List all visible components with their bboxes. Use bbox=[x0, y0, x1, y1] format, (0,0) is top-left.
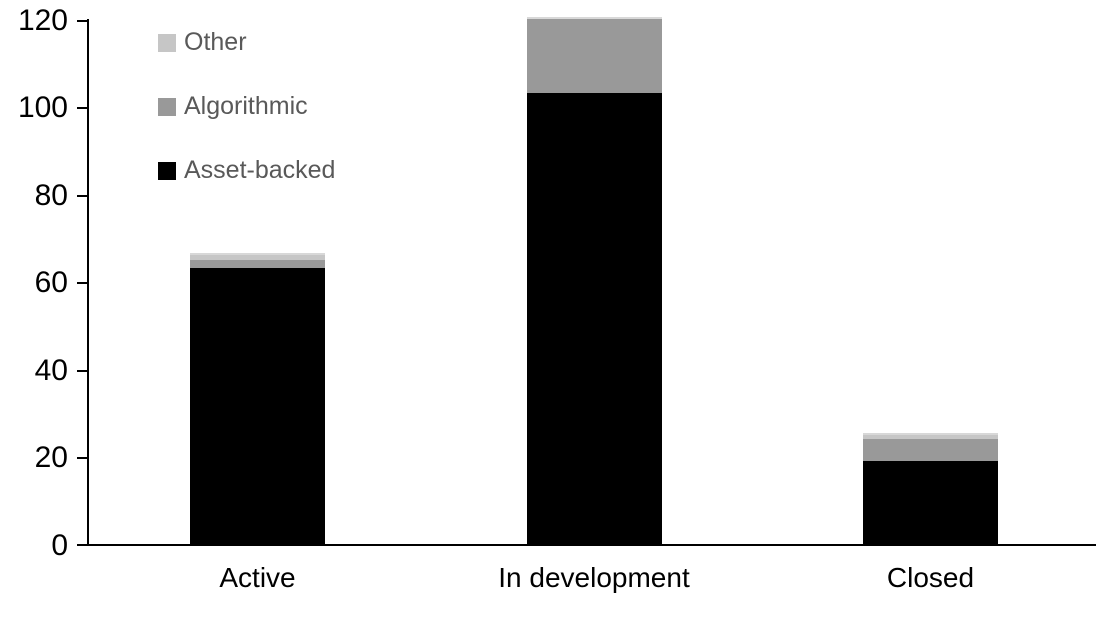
bar-segment-asset-backed bbox=[863, 460, 998, 544]
y-tick-label: 80 bbox=[34, 178, 68, 212]
legend-item-algorithmic: Algorithmic bbox=[158, 92, 308, 121]
bar-segment-other bbox=[190, 255, 325, 260]
category-label-active: Active bbox=[219, 562, 296, 593]
bar-segment-asset-backed bbox=[526, 93, 662, 544]
y-axis-tick bbox=[77, 457, 89, 459]
legend-swatch-asset-backed bbox=[158, 161, 176, 180]
legend-swatch-other bbox=[158, 33, 176, 52]
bar-in-development bbox=[526, 17, 662, 544]
y-axis-tick bbox=[77, 369, 89, 372]
legend-item-asset-backed: Asset-backed bbox=[158, 156, 335, 185]
y-tick-label: 20 bbox=[34, 441, 68, 474]
category-label-in-development: In development bbox=[498, 562, 690, 593]
legend-swatch-algorithmic bbox=[158, 97, 176, 116]
y-tick-label: 60 bbox=[34, 266, 68, 299]
bar-segment-algorithmic bbox=[863, 439, 998, 461]
category-label-closed: Closed bbox=[886, 562, 975, 593]
legend-label: Algorithmic bbox=[184, 92, 308, 120]
legend-label: Asset-backed bbox=[184, 156, 336, 184]
y-tick-label: 0 bbox=[51, 528, 68, 562]
bar-segment-algorithmic bbox=[526, 19, 662, 94]
y-tick-label: 100 bbox=[17, 91, 68, 124]
bar-segment-other bbox=[863, 434, 998, 439]
y-axis-tick bbox=[77, 282, 89, 284]
y-axis-tick bbox=[77, 19, 89, 22]
y-tick-label: 120 bbox=[17, 3, 68, 37]
legend-label: Other bbox=[184, 28, 247, 56]
bar-segment-algorithmic bbox=[190, 259, 325, 269]
bar-segment-asset-backed bbox=[190, 268, 325, 544]
legend-item-other: Other bbox=[158, 28, 247, 57]
y-axis-tick bbox=[77, 194, 89, 197]
y-tick-label: 40 bbox=[34, 353, 68, 387]
bar-closed bbox=[863, 432, 998, 544]
bar-active bbox=[190, 253, 325, 544]
x-axis-line bbox=[77, 544, 1096, 546]
y-axis-tick bbox=[77, 107, 89, 109]
